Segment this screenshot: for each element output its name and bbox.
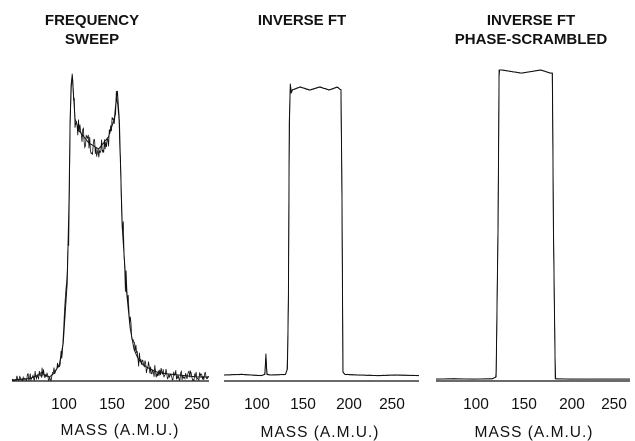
x-axis-label: MASS (A.M.U.) <box>475 424 594 441</box>
noise-band <box>436 69 630 380</box>
panel-title-line-1: INVERSE FT <box>258 12 346 29</box>
panel-title-line-1: FREQUENCY <box>45 12 139 29</box>
x-tick-label-150: 150 <box>99 396 125 413</box>
panel-frequency-sweep: FREQUENCY SWEEP 100 150 200 250 MASS (A.… <box>11 12 210 439</box>
x-tick-label-100: 100 <box>244 396 270 413</box>
panel-inverse-ft: INVERSE FT 100 150 200 250 MASS (A.M.U.) <box>223 12 420 441</box>
x-tick-label-250: 250 <box>184 396 210 413</box>
series-line <box>11 75 209 381</box>
x-tick-label-100: 100 <box>463 396 489 413</box>
x-tick-label-150: 150 <box>290 396 316 413</box>
x-tick-label-150: 150 <box>511 396 537 413</box>
panel-title-line-2: SWEEP <box>65 31 119 48</box>
noise-band <box>223 85 419 377</box>
x-tick-label-100: 100 <box>51 396 77 413</box>
x-tick-label-250: 250 <box>601 396 627 413</box>
x-tick-label-200: 200 <box>144 396 170 413</box>
x-axis-label: MASS (A.M.U.) <box>61 422 180 439</box>
panel-inverse-ft-phase-scrambled: INVERSE FT PHASE-SCRAMBLED 100 150 200 2… <box>435 12 630 441</box>
panel-title-line-2: PHASE-SCRAMBLED <box>455 31 608 48</box>
noise-band <box>11 73 209 382</box>
x-tick-label-250: 250 <box>379 396 405 413</box>
panel-title-line-1: INVERSE FT <box>487 12 575 29</box>
x-tick-label-200: 200 <box>559 396 585 413</box>
series-line <box>223 83 420 377</box>
series-line <box>435 69 630 380</box>
x-tick-label-200: 200 <box>336 396 362 413</box>
x-axis-label: MASS (A.M.U.) <box>261 424 380 441</box>
